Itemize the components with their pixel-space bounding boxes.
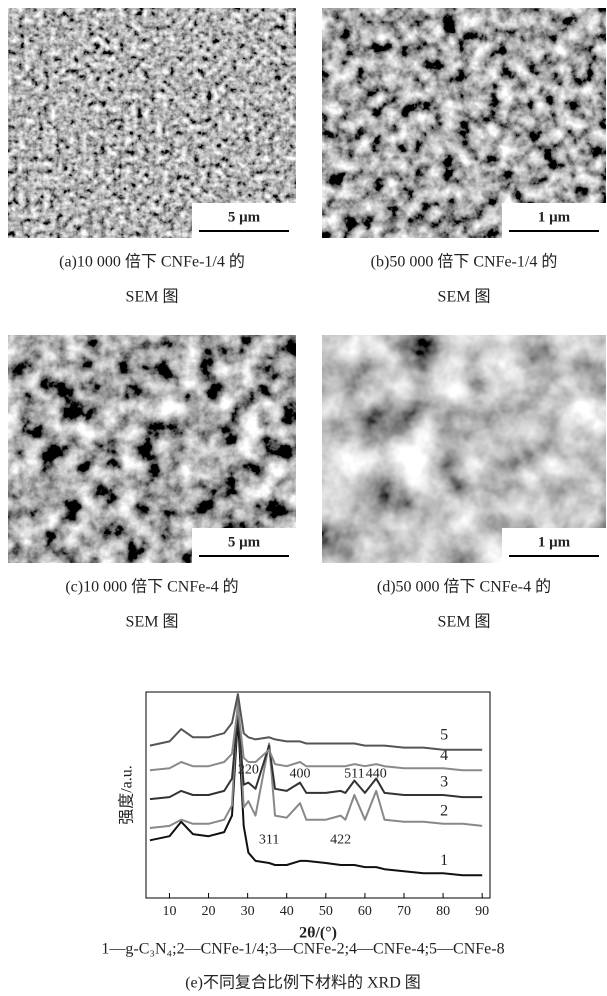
curve-label: 3: [440, 774, 448, 791]
x-tick-label: 20: [202, 904, 216, 919]
caption-line: (b)50 000 倍下 CNFe-1/4 的: [371, 253, 558, 271]
caption-line: (d)50 000 倍下 CNFe-4 的: [377, 578, 551, 596]
peak-label: 440: [366, 767, 387, 782]
caption-line: (a)10 000 倍下 CNFe-1/4 的: [59, 253, 245, 271]
xrd-curve: [150, 694, 482, 750]
x-tick-label: 50: [319, 904, 333, 919]
x-tick-label: 90: [475, 904, 489, 919]
x-tick-label: 40: [280, 904, 294, 919]
scale-bar-label: 1 μm: [538, 534, 571, 550]
curve-label: 1: [440, 852, 448, 869]
x-tick-label: 60: [358, 904, 372, 919]
scale-bar-label: 5 μm: [228, 534, 261, 550]
x-axis-label: 2θ/(°): [299, 925, 337, 942]
curve-label: 2: [440, 803, 448, 820]
caption-line: SEM 图: [438, 614, 491, 631]
scale-bar-label: 5 μm: [228, 209, 261, 225]
peak-label: 311: [259, 833, 279, 848]
xrd-curve: [150, 713, 482, 800]
figure-caption: (e)不同复合比例下材料的 XRD 图: [185, 974, 421, 992]
peak-label: 400: [290, 767, 311, 782]
caption-line: SEM 图: [126, 289, 179, 306]
xrd-curve: [150, 706, 482, 770]
curve-label: 5: [440, 726, 448, 743]
xrd-curve: [150, 698, 482, 828]
x-tick-label: 80: [436, 904, 450, 919]
peak-label: 511: [344, 767, 364, 782]
figure-page: 5 μm (a)10 000 倍下 CNFe-1/4 的 SEM 图 1 μm (b)5…: [0, 0, 607, 996]
scale-bar-label: 1 μm: [538, 209, 571, 225]
caption-line: (c)10 000 倍下 CNFe-4 的: [65, 578, 238, 596]
x-tick-label: 30: [241, 904, 255, 919]
caption-line: SEM 图: [438, 289, 491, 306]
x-tick-label: 10: [162, 904, 176, 919]
legend-text: 1—g-C₃N₄;2—CNFe-1/4;3—CNFe-2;4—CNFe-4;5—…: [101, 941, 504, 958]
peak-label: 220: [238, 762, 259, 777]
caption-line: SEM 图: [126, 614, 179, 631]
peak-label: 422: [330, 833, 351, 848]
y-axis-label: 强度/a.u.: [118, 765, 136, 825]
page: {"figures": [ {"scale_bar": "5 μm", "cap…: [0, 0, 607, 996]
x-tick-label: 70: [397, 904, 411, 919]
